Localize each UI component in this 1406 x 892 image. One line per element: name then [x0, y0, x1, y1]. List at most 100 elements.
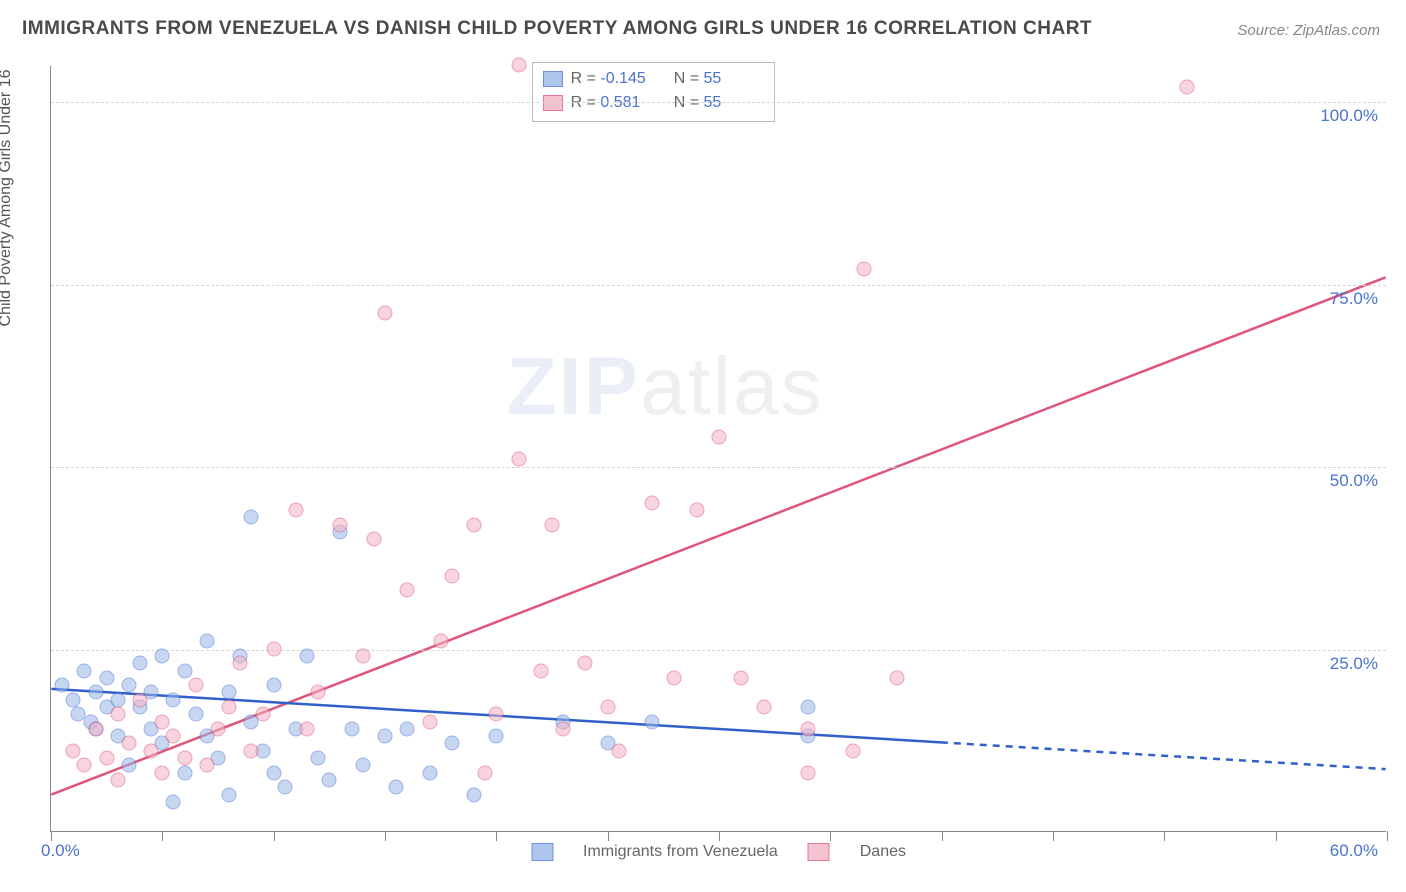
data-point-pink [155, 714, 170, 729]
data-point-pink [511, 451, 526, 466]
data-point-pink [444, 568, 459, 583]
data-point-blue [166, 692, 181, 707]
source-attribution: Source: ZipAtlas.com [1237, 22, 1380, 39]
data-point-pink [199, 758, 214, 773]
x-tick [274, 831, 275, 841]
data-point-pink [890, 670, 905, 685]
gridline [51, 650, 1386, 651]
data-point-blue [177, 663, 192, 678]
data-point-pink [689, 503, 704, 518]
data-point-blue [266, 765, 281, 780]
x-tick [1164, 831, 1165, 841]
data-point-pink [300, 721, 315, 736]
data-point-blue [266, 678, 281, 693]
gridline [51, 467, 1386, 468]
data-point-blue [177, 765, 192, 780]
plot-area: ZIPatlas 0.0% 60.0% R = -0.145 N = 55R =… [50, 66, 1386, 832]
data-point-blue [422, 765, 437, 780]
data-point-blue [77, 663, 92, 678]
data-point-pink [511, 58, 526, 73]
x-tick [1387, 831, 1388, 841]
stats-legend-box: R = -0.145 N = 55R = 0.581 N = 55 [532, 62, 775, 122]
data-point-blue [222, 685, 237, 700]
data-point-blue [121, 758, 136, 773]
data-point-blue [121, 678, 136, 693]
data-point-blue [88, 685, 103, 700]
data-point-pink [801, 765, 816, 780]
data-point-pink [489, 707, 504, 722]
x-tick [1276, 831, 1277, 841]
data-point-blue [222, 787, 237, 802]
data-point-pink [467, 517, 482, 532]
data-point-pink [667, 670, 682, 685]
data-point-pink [712, 430, 727, 445]
data-point-pink [378, 306, 393, 321]
data-point-blue [400, 721, 415, 736]
data-point-blue [444, 736, 459, 751]
data-point-blue [645, 714, 660, 729]
data-point-pink [578, 656, 593, 671]
data-point-pink [144, 743, 159, 758]
y-tick-label: 50.0% [1330, 471, 1378, 491]
legend-swatch-blue [531, 843, 553, 861]
data-point-blue [378, 729, 393, 744]
watermark-zip: ZIP [507, 341, 641, 432]
data-point-pink [856, 262, 871, 277]
data-point-pink [177, 751, 192, 766]
data-point-blue [355, 758, 370, 773]
data-point-blue [801, 699, 816, 714]
data-point-blue [155, 648, 170, 663]
data-point-blue [389, 780, 404, 795]
data-point-pink [545, 517, 560, 532]
data-point-pink [1179, 79, 1194, 94]
x-tick [51, 831, 52, 841]
data-point-blue [188, 707, 203, 722]
data-point-pink [611, 743, 626, 758]
legend-label-pink: Danes [860, 843, 906, 861]
data-point-pink [433, 634, 448, 649]
data-point-blue [55, 678, 70, 693]
data-point-blue [277, 780, 292, 795]
data-point-blue [199, 634, 214, 649]
data-point-pink [255, 707, 270, 722]
data-point-blue [300, 648, 315, 663]
data-point-pink [478, 765, 493, 780]
data-point-pink [166, 729, 181, 744]
gridline [51, 285, 1386, 286]
data-point-pink [110, 772, 125, 787]
stats-swatch-blue [543, 71, 563, 87]
data-point-pink [366, 532, 381, 547]
data-point-pink [801, 721, 816, 736]
data-point-pink [77, 758, 92, 773]
data-point-pink [645, 495, 660, 510]
data-point-blue [322, 772, 337, 787]
data-point-blue [99, 670, 114, 685]
data-point-blue [311, 751, 326, 766]
data-point-pink [533, 663, 548, 678]
data-point-blue [467, 787, 482, 802]
data-point-blue [489, 729, 504, 744]
source-link[interactable]: ZipAtlas.com [1293, 22, 1380, 39]
data-point-pink [88, 721, 103, 736]
data-point-blue [244, 510, 259, 525]
data-point-pink [756, 699, 771, 714]
x-tick [162, 831, 163, 841]
legend-label-blue: Immigrants from Venezuela [583, 843, 778, 861]
stats-row-blue: R = -0.145 N = 55 [543, 67, 764, 91]
y-axis-label: Child Poverty Among Girls Under 16 [0, 70, 15, 327]
data-point-pink [155, 765, 170, 780]
chart-title: IMMIGRANTS FROM VENEZUELA VS DANISH CHIL… [22, 18, 1092, 40]
data-point-pink [422, 714, 437, 729]
data-point-blue [66, 692, 81, 707]
x-tick [496, 831, 497, 841]
y-tick-label: 100.0% [1320, 106, 1378, 126]
x-tick [608, 831, 609, 841]
trend-line [941, 742, 1386, 769]
y-tick-label: 25.0% [1330, 654, 1378, 674]
data-point-pink [734, 670, 749, 685]
source-prefix: Source: [1237, 22, 1293, 39]
data-point-pink [121, 736, 136, 751]
bottom-legend: Immigrants from Venezuela Danes [531, 843, 906, 861]
data-point-blue [133, 656, 148, 671]
data-point-pink [556, 721, 571, 736]
